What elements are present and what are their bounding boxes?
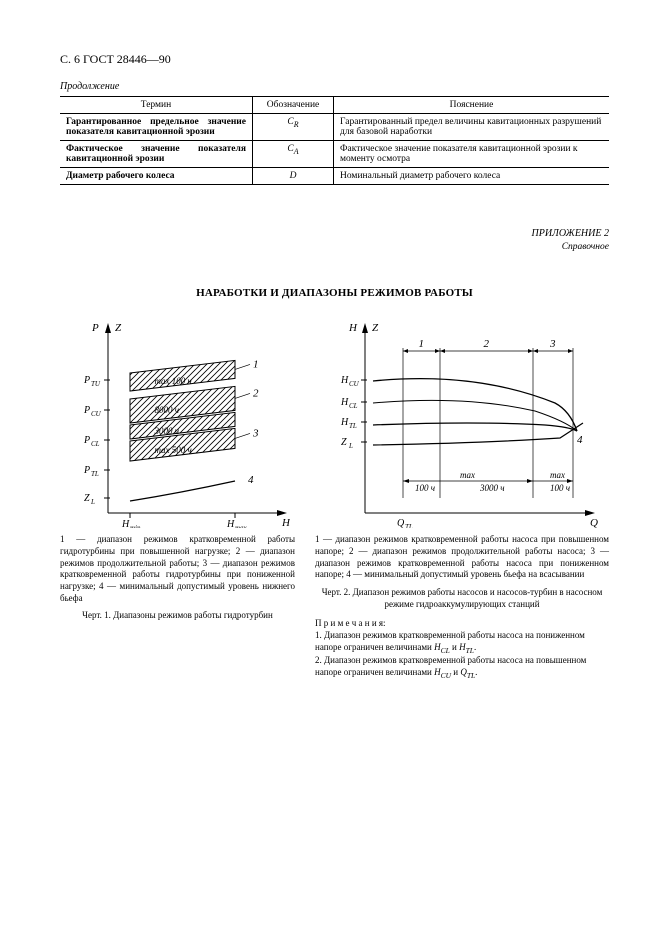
notes-title: П р и м е ч а н и я: [315,618,609,630]
svg-text:3000 ч: 3000 ч [154,426,180,436]
svg-text:Z: Z [341,437,347,448]
svg-text:H: H [281,517,290,528]
chart1-legend: 1 — диапазон режимов кратковременной раб… [60,534,295,604]
charts-row: P Z H PTUPCUPCLPTLZL H min H max max 100… [60,313,609,680]
note1: 1. Диапазон режимов кратковременной рабо… [315,630,609,655]
svg-text:Q: Q [397,518,405,528]
c1-num4: 4 [248,474,254,486]
svg-text:CU: CU [349,380,360,388]
page: С. 6 ГОСТ 28446—90 Продолжение Термин Об… [0,0,661,936]
chart1-title: Черт. 1. Диапазоны режимов работы гидрот… [60,610,295,622]
page-header: С. 6 ГОСТ 28446—90 [60,52,609,67]
svg-text:H: H [340,417,349,428]
col-term: Термин [60,97,253,114]
expl-cell: Номинальный диаметр рабочего колеса [334,168,610,185]
svg-text:min: min [130,524,141,528]
svg-text:max: max [550,470,565,480]
svg-text:H: H [340,397,349,408]
svg-text:max: max [460,470,475,480]
chart1-svg: P Z H PTUPCUPCLPTLZL H min H max max 100… [60,313,290,528]
svg-text:Z: Z [115,322,122,334]
svg-text:H: H [348,322,358,334]
note2: 2. Диапазон режимов кратковременной рабо… [315,655,609,680]
svg-text:H: H [340,375,349,386]
svg-text:CL: CL [91,440,100,448]
svg-text:Z: Z [84,493,90,504]
svg-text:P: P [83,375,90,386]
chart1-col: P Z H PTUPCUPCLPTLZL H min H max max 100… [60,313,295,622]
svg-text:Q: Q [590,517,598,528]
terms-table: Термин Обозначение Пояснение Гарантирова… [60,96,609,185]
symbol-cell: CA [253,141,334,168]
svg-text:max: max [235,524,248,528]
svg-text:TU: TU [91,380,101,388]
svg-text:TL: TL [91,470,99,478]
svg-text:P: P [83,465,90,476]
term-cell: Фактическое значение показателя кавитаци… [60,141,253,168]
svg-text:100 ч: 100 ч [550,483,570,493]
chart2-title: Черт. 2. Диапазон режимов работы насосов… [315,587,609,610]
expl-cell: Фактическое значение показателя кавитаци… [334,141,610,168]
svg-text:1: 1 [253,359,259,371]
table-body: Гарантированное предельное значение пока… [60,114,609,185]
table-row: Фактическое значение показателя кавитаци… [60,141,609,168]
svg-text:3: 3 [549,338,556,350]
svg-text:CL: CL [349,402,358,410]
svg-text:H: H [121,519,130,528]
svg-text:max 100 ч: max 100 ч [155,376,192,386]
chart2-col: H Z Q 123 HCUHCLHTLZL 4 [315,313,609,680]
svg-text:2: 2 [484,338,490,350]
svg-text:TL: TL [405,523,413,528]
svg-text:CU: CU [91,410,102,418]
svg-text:4: 4 [577,434,583,446]
svg-text:P: P [91,322,99,334]
expl-cell: Гарантированный предел величины кавитаци… [334,114,610,141]
svg-text:3000 ч: 3000 ч [479,483,505,493]
svg-text:Z: Z [372,322,379,334]
section-title: НАРАБОТКИ И ДИАПАЗОНЫ РЕЖИМОВ РАБОТЫ [60,287,609,299]
svg-text:1: 1 [419,338,425,350]
term-cell: Диаметр рабочего колеса [60,168,253,185]
svg-text:2: 2 [253,388,259,400]
table-row: Диаметр рабочего колесаDНоминальный диам… [60,168,609,185]
svg-text:L: L [348,442,353,450]
svg-text:max 500 ч: max 500 ч [155,445,192,455]
symbol-cell: CR [253,114,334,141]
col-expl: Пояснение [334,97,610,114]
svg-text:L: L [90,498,95,506]
appendix-sub: Справочное [60,241,609,254]
svg-text:P: P [83,405,90,416]
table-row: Гарантированное предельное значение пока… [60,114,609,141]
col-symbol: Обозначение [253,97,334,114]
svg-text:3: 3 [252,428,259,440]
svg-text:TL: TL [349,422,357,430]
chart2-legend: 1 — диапазон режимов кратковременной раб… [315,534,609,581]
symbol-cell: D [253,168,334,185]
continuation-label: Продолжение [60,81,609,92]
chart2-svg: H Z Q 123 HCUHCLHTLZL 4 [315,313,600,528]
appendix-title: ПРИЛОЖЕНИЕ 2 [60,227,609,241]
svg-text:H: H [226,519,235,528]
svg-text:100 ч: 100 ч [415,483,435,493]
svg-text:8000 ч: 8000 ч [155,405,180,415]
chart2-notes: П р и м е ч а н и я: 1. Диапазон режимов… [315,618,609,680]
svg-text:P: P [83,435,90,446]
appendix-block: ПРИЛОЖЕНИЕ 2 Справочное [60,227,609,253]
term-cell: Гарантированное предельное значение пока… [60,114,253,141]
